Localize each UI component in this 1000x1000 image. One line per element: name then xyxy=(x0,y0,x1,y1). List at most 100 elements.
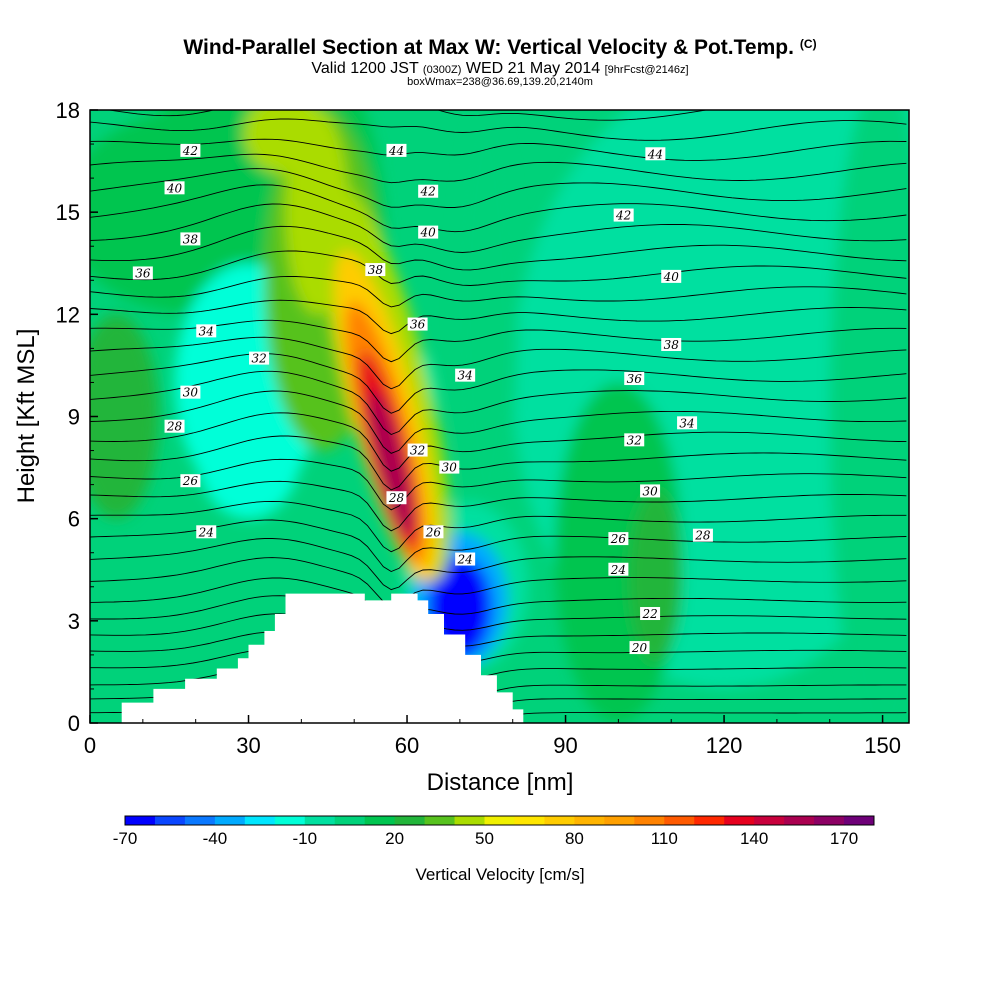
contour-label-text: 32 xyxy=(627,433,642,447)
contour-label-text: 22 xyxy=(641,607,657,621)
contour-label-text: 28 xyxy=(694,529,711,543)
colorbar-tick-label: 170 xyxy=(830,829,858,848)
contour-label: 26 xyxy=(423,525,444,539)
contour-label-box xyxy=(423,525,444,539)
contour-label: 22 xyxy=(640,607,661,621)
isentrope-line xyxy=(90,203,907,253)
subtitle-valid: Valid 1200 JST xyxy=(311,60,419,77)
contour-label: 30 xyxy=(180,385,201,400)
isentrope-line xyxy=(90,519,907,573)
isentrope-line xyxy=(90,250,907,286)
colorbar-swatch xyxy=(484,816,515,825)
y-axis: 0 3 6 9 12 15 18 xyxy=(56,98,98,736)
contour-label: 30 xyxy=(640,484,661,498)
chart-subtitle-box: boxWmax=238@36.69,139.20,2140m xyxy=(407,76,593,88)
contour-label-box xyxy=(624,433,645,447)
chart-subtitle: Valid 1200 JST (0300Z) WED 21 May 2014 [… xyxy=(0,60,1000,78)
subtitle-date: WED 21 May 2014 xyxy=(465,60,601,77)
x-tick-label: 90 xyxy=(553,733,577,758)
contour-label-box xyxy=(180,385,201,399)
colorbar-swatch xyxy=(394,816,426,825)
contour-label-text: 38 xyxy=(664,338,680,352)
contour-label-box xyxy=(365,263,386,277)
contour-label-box xyxy=(645,147,666,161)
colorbar-tick-label: 80 xyxy=(565,829,584,848)
contour-label-box xyxy=(180,474,201,488)
colorbar-swatch xyxy=(844,816,875,825)
contour-label: 40 xyxy=(164,181,185,195)
contour-label-text: 26 xyxy=(425,525,442,539)
isentrope-line xyxy=(90,631,907,665)
contour-label-text: 38 xyxy=(183,232,199,246)
colorbar-swatch xyxy=(694,816,725,825)
y-tick-label: 15 xyxy=(56,200,80,225)
colorbar-swatch xyxy=(544,816,575,825)
contour-label: 32 xyxy=(624,433,645,447)
contour-label-text: 26 xyxy=(610,532,627,546)
isentrope-line xyxy=(90,538,907,591)
isentrope-line xyxy=(90,118,907,141)
colorbar-swatch xyxy=(814,816,845,825)
contour-label: 32 xyxy=(407,443,428,458)
isentrope-line xyxy=(90,225,907,271)
colorbar-swatch xyxy=(514,816,545,825)
colorbar-tick-label: -10 xyxy=(292,829,317,848)
contour-label: 32 xyxy=(249,351,270,366)
contour-label: 38 xyxy=(180,232,201,246)
isentrope-line xyxy=(90,577,907,623)
isentrope-line xyxy=(90,138,907,161)
contour-label-box xyxy=(661,269,682,283)
y-axis-label: Height [Kft MSL] xyxy=(13,329,40,504)
colorbar-swatch xyxy=(604,816,635,825)
contour-label: 26 xyxy=(608,532,629,546)
colorbar-swatch xyxy=(634,816,665,825)
contour-label-text: 32 xyxy=(410,444,425,458)
contour-label-box xyxy=(629,641,650,655)
terrain-shape xyxy=(90,593,909,723)
isentrope-line xyxy=(90,595,907,636)
colorbar-swatch xyxy=(125,816,156,825)
plot-area: 42 40 38 36 34 32 30 28 26 24 44 42 40 38 36 34 32 30 28 26… xyxy=(90,110,909,723)
colorbar-label: Vertical Velocity [cm/s] xyxy=(415,865,584,884)
contour-label-box xyxy=(407,443,428,457)
colorbar-swatch xyxy=(364,816,396,825)
contour-label-box xyxy=(692,528,713,542)
contour-label-text: 40 xyxy=(663,270,680,284)
contour-label: 24 xyxy=(196,525,217,539)
isentrope-line xyxy=(90,168,907,208)
contour-label-box xyxy=(407,317,428,331)
colorbar-frame xyxy=(124,815,875,826)
contour-label-text: 42 xyxy=(182,144,198,158)
contour-label-text: 42 xyxy=(615,209,631,223)
colorbar-swatch xyxy=(334,816,366,825)
contour-label-text: 24 xyxy=(457,553,473,567)
colorbar-tick-label: 20 xyxy=(385,829,404,848)
contour-label-text: 26 xyxy=(182,474,199,488)
contour-label: 38 xyxy=(365,263,386,277)
contour-label: 26 xyxy=(180,474,201,488)
isentrope-line xyxy=(90,390,907,454)
isentrope-line xyxy=(90,480,907,532)
contour-label: 42 xyxy=(180,143,201,158)
chart-title: Wind-Parallel Section at Max W: Vertical… xyxy=(0,36,1000,60)
vertical-velocity-field xyxy=(90,110,909,723)
contour-label-box xyxy=(196,525,217,539)
colorbar-swatch xyxy=(574,816,605,825)
contour-label-box xyxy=(608,562,629,576)
x-tick-label: 120 xyxy=(706,733,743,758)
contour-label-box xyxy=(418,225,439,239)
contour-label-box xyxy=(132,266,153,280)
w-blob xyxy=(454,110,518,519)
y-tick-label: 12 xyxy=(56,302,80,327)
contour-label-box xyxy=(613,208,634,222)
contour-label-box xyxy=(455,552,476,566)
colorbar-swatch xyxy=(184,816,216,825)
x-tick-label: 0 xyxy=(84,733,96,758)
isentrope-line xyxy=(90,319,907,363)
w-blob xyxy=(195,382,302,519)
contour-label-box xyxy=(624,372,645,386)
contour-label: 36 xyxy=(407,317,428,332)
contour-label-text: 36 xyxy=(627,372,643,386)
contour-label: 28 xyxy=(692,528,713,543)
y-tick-label: 0 xyxy=(68,711,80,736)
